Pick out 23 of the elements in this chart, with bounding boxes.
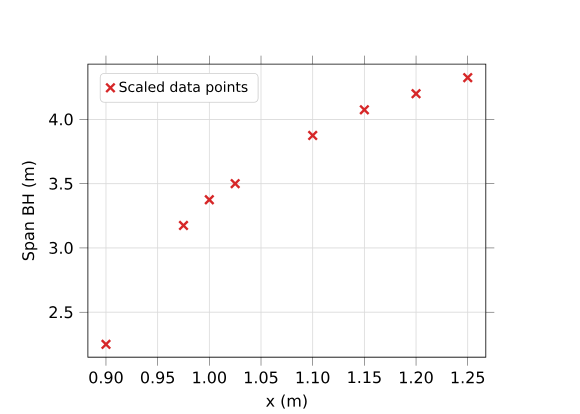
point [307,130,318,141]
y-tick-label: 2.5 [49,306,72,318]
point [178,220,189,231]
y-tick-label: 3.0 [50,242,73,254]
point [204,194,215,206]
y-tick-label: 4.0 [49,113,73,126]
x-axis-title: x (m) [266,394,307,409]
x-tick-label: 1.15 [348,371,381,384]
point [358,104,370,116]
x-tick-label: 1.20 [400,371,433,384]
x-tick-label: 0.95 [140,371,174,384]
x-tick-label: 1.05 [245,371,278,384]
x-tick-label: 1.10 [296,371,330,384]
point [230,178,241,190]
x-tick-label: 0.90 [89,371,123,384]
x-tick-label: 1.25 [452,371,484,384]
point [410,88,422,100]
x-tick-label: 1.00 [193,371,226,384]
point [462,72,474,84]
legend-label: Scaled data points [120,81,248,95]
y-tick-label: 3.5 [50,178,72,190]
y-axis-title: Span BH (m) [22,162,38,260]
point [100,338,112,350]
